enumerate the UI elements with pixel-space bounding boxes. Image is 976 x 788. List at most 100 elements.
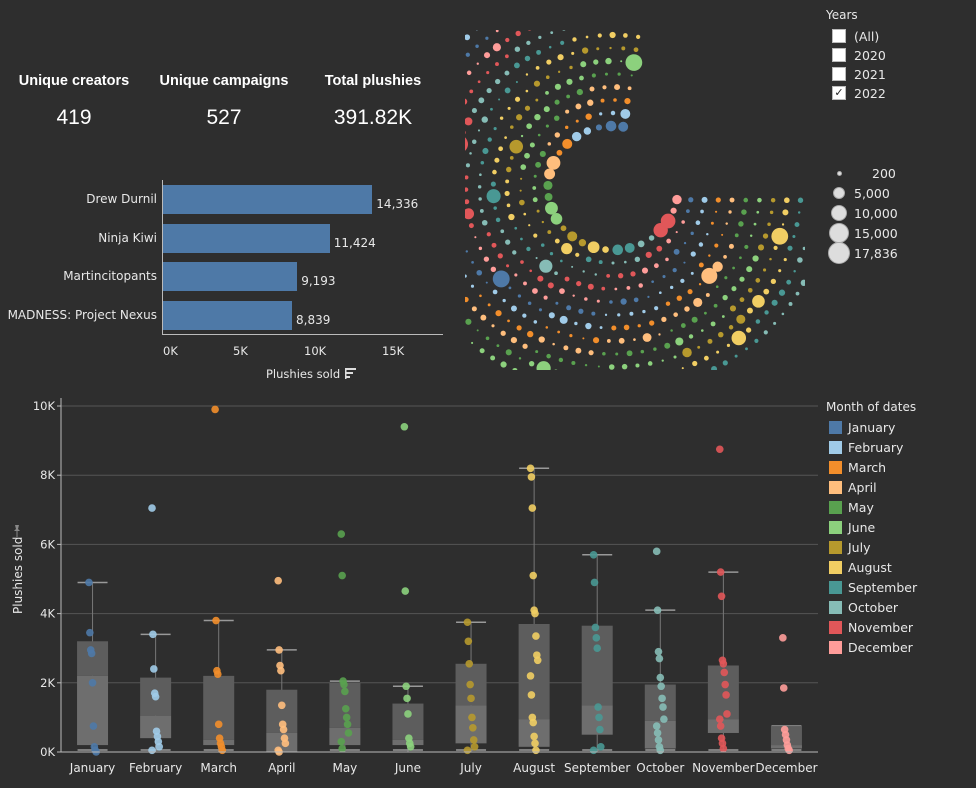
radial-bubble[interactable]: [629, 311, 634, 316]
radial-bubble[interactable]: [571, 51, 575, 55]
radial-bubble[interactable]: [534, 113, 541, 121]
radial-bubble[interactable]: [596, 299, 600, 303]
radial-bubble[interactable]: [545, 201, 558, 215]
radial-bubble[interactable]: [794, 222, 800, 228]
radial-bubble[interactable]: [610, 110, 616, 116]
radial-bubble[interactable]: [658, 291, 662, 295]
radial-bubble[interactable]: [571, 265, 574, 268]
radial-bubble[interactable]: [698, 262, 704, 268]
radial-bubble[interactable]: [626, 286, 631, 290]
radial-bubble[interactable]: [538, 35, 542, 39]
radial-bubble[interactable]: [638, 283, 643, 288]
radial-bubble[interactable]: [547, 142, 552, 146]
data-point[interactable]: [657, 682, 665, 691]
radial-bubble[interactable]: [642, 333, 652, 342]
checkbox-icon[interactable]: [832, 67, 846, 81]
radial-bubble[interactable]: [526, 123, 532, 129]
radial-bubble[interactable]: [725, 222, 728, 225]
radial-bubble[interactable]: [600, 98, 605, 103]
radial-bubble[interactable]: [557, 54, 564, 61]
radial-bubble[interactable]: [514, 226, 518, 230]
data-point[interactable]: [528, 504, 537, 512]
data-point[interactable]: [86, 628, 94, 637]
radial-bubble[interactable]: [763, 330, 768, 335]
radial-bubble[interactable]: [583, 127, 592, 135]
radial-bubble[interactable]: [612, 244, 624, 256]
radial-bubble[interactable]: [543, 106, 550, 113]
radial-bubble[interactable]: [705, 292, 710, 297]
data-point[interactable]: [466, 680, 474, 689]
radial-bubble[interactable]: [647, 295, 650, 299]
radial-bubble[interactable]: [606, 339, 611, 343]
radial-bubble[interactable]: [653, 347, 657, 351]
data-point[interactable]: [653, 729, 662, 737]
radial-bubble[interactable]: [599, 326, 603, 329]
radial-bubble[interactable]: [757, 197, 762, 203]
radial-bubble[interactable]: [729, 197, 735, 203]
radial-bubble[interactable]: [672, 268, 677, 273]
data-point[interactable]: [337, 737, 346, 746]
radial-bubble[interactable]: [547, 282, 554, 289]
radial-bubble[interactable]: [594, 273, 598, 276]
radial-bubble[interactable]: [676, 295, 683, 301]
radial-bubble[interactable]: [732, 266, 735, 270]
radial-bubble[interactable]: [506, 264, 510, 268]
radial-bubble[interactable]: [587, 283, 594, 290]
radial-bubble[interactable]: [687, 289, 693, 295]
radial-bubble[interactable]: [532, 197, 538, 203]
radial-bubble[interactable]: [621, 363, 628, 370]
radial-bubble[interactable]: [773, 321, 777, 325]
radial-bubble[interactable]: [673, 248, 680, 255]
data-point[interactable]: [532, 632, 540, 640]
radial-bubble[interactable]: [665, 301, 671, 306]
creator-bar[interactable]: [163, 262, 298, 291]
data-point[interactable]: [341, 704, 350, 713]
radial-bubble[interactable]: [609, 31, 616, 39]
radial-bubble[interactable]: [700, 209, 704, 214]
radial-bubble[interactable]: [739, 276, 745, 282]
radial-bubble[interactable]: [670, 329, 673, 332]
radial-bubble[interactable]: [741, 209, 747, 215]
radial-bubble[interactable]: [500, 361, 507, 368]
radial-bubble[interactable]: [707, 338, 713, 344]
radial-bubble[interactable]: [673, 312, 678, 317]
radial-bubble[interactable]: [736, 314, 746, 324]
radial-bubble[interactable]: [475, 44, 479, 48]
radial-bubble[interactable]: [615, 352, 619, 356]
radial-bubble[interactable]: [710, 321, 716, 327]
data-point[interactable]: [589, 746, 598, 755]
radial-bubble[interactable]: [755, 319, 761, 324]
radial-bubble[interactable]: [543, 295, 548, 300]
radial-bubble[interactable]: [479, 348, 485, 354]
data-point[interactable]: [340, 680, 348, 689]
month-legend-item[interactable]: March: [829, 459, 886, 475]
radial-bubble[interactable]: [533, 233, 538, 238]
radial-bubble[interactable]: [483, 52, 491, 59]
radial-bubble[interactable]: [691, 316, 698, 323]
radial-bubble[interactable]: [510, 125, 514, 129]
radial-bubble[interactable]: [649, 320, 655, 326]
radial-bubble[interactable]: [533, 174, 537, 178]
radial-bubble[interactable]: [528, 360, 535, 367]
radial-bubble[interactable]: [641, 267, 649, 274]
data-point[interactable]: [277, 666, 285, 675]
radial-bubble[interactable]: [721, 233, 724, 236]
radial-bubble[interactable]: [492, 43, 501, 52]
radial-bubble[interactable]: [701, 196, 708, 203]
radial-bubble[interactable]: [522, 313, 527, 318]
month-legend-item[interactable]: January: [829, 419, 895, 435]
radial-bubble[interactable]: [525, 73, 529, 76]
month-legend-item[interactable]: July: [829, 539, 870, 555]
radial-bubble[interactable]: [492, 169, 497, 175]
radial-bubble[interactable]: [769, 210, 774, 215]
radial-bubble[interactable]: [485, 336, 490, 341]
radial-bubble[interactable]: [697, 345, 701, 349]
radial-bubble[interactable]: [539, 150, 546, 157]
data-point[interactable]: [715, 715, 724, 723]
radial-bubble[interactable]: [504, 136, 507, 139]
radial-bubble[interactable]: [582, 270, 585, 273]
radial-bubble[interactable]: [598, 260, 603, 265]
radial-bubble[interactable]: [572, 37, 577, 42]
radial-bubble[interactable]: [500, 330, 506, 336]
radial-bubble[interactable]: [469, 89, 474, 94]
